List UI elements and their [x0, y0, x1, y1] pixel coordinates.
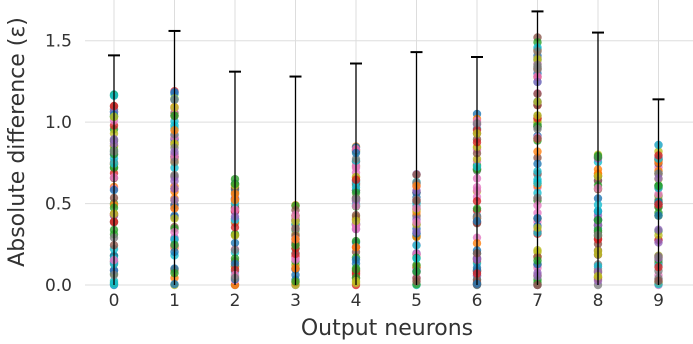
y-axis-label: Absolute difference (ε) [5, 17, 30, 267]
x-tick-label: 4 [351, 291, 362, 311]
x-tick-label: 6 [472, 291, 483, 311]
x-tick-label: 7 [532, 291, 543, 311]
x-tick-label: 3 [290, 291, 301, 311]
x-tick-label: 9 [653, 291, 664, 311]
error-bars [108, 10, 665, 285]
y-tick-label: 0.5 [45, 195, 72, 215]
x-tick-label: 5 [411, 291, 422, 311]
y-tick-label: 1.0 [45, 113, 72, 133]
x-axis-label: Output neurons [301, 316, 473, 341]
x-tick-label: 0 [109, 291, 120, 311]
y-tick-label: 1.5 [45, 32, 72, 52]
plot-area [85, 0, 693, 285]
x-tick-label: 2 [230, 291, 241, 311]
y-tick-label: 0.0 [45, 276, 72, 296]
x-tick-label: 1 [169, 291, 180, 311]
tick-labels: 0.0 0.5 1.0 1.5 0 1 2 3 4 5 6 7 8 9 [45, 32, 664, 311]
x-tick-label: 8 [593, 291, 604, 311]
